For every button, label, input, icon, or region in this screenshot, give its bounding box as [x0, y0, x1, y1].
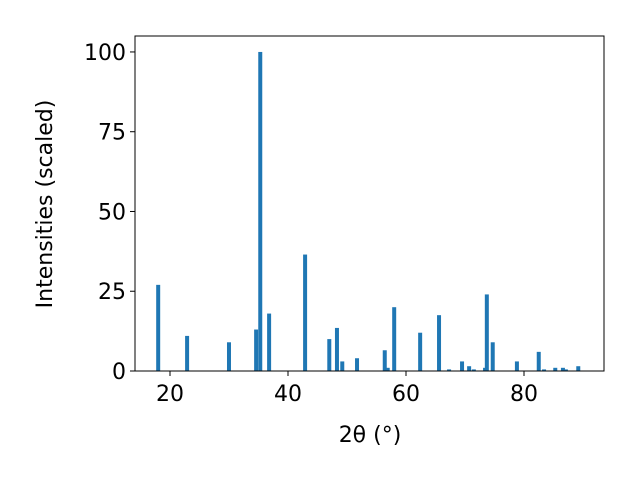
bar — [327, 339, 332, 371]
bar — [382, 350, 387, 371]
bar — [185, 335, 190, 371]
bar — [471, 369, 476, 371]
bar — [385, 367, 390, 371]
bar — [447, 369, 452, 371]
bar — [563, 369, 568, 371]
plot-frame — [134, 35, 605, 372]
x-tick-label: 20 — [156, 382, 184, 407]
bar — [156, 284, 161, 371]
bar — [576, 366, 581, 371]
bar — [542, 369, 547, 371]
y-tick-label: 100 — [84, 41, 126, 66]
x-tick-label: 60 — [392, 382, 420, 407]
bar — [355, 358, 360, 371]
bar — [254, 329, 259, 371]
bar — [536, 351, 541, 371]
bar — [340, 361, 345, 371]
bar — [258, 51, 263, 371]
bar — [484, 294, 489, 371]
bar — [560, 367, 565, 371]
bar — [418, 332, 423, 371]
x-tick-label: 40 — [274, 382, 302, 407]
x-tick-label: 80 — [510, 382, 538, 407]
bar — [467, 366, 472, 371]
bar — [303, 254, 308, 371]
bar — [437, 315, 442, 371]
y-tick-label: 25 — [98, 280, 126, 305]
bar — [553, 367, 558, 371]
bar — [392, 307, 397, 371]
bar — [226, 342, 231, 371]
x-axis-label: 2θ (°) — [339, 423, 402, 448]
bar — [514, 361, 519, 371]
bar — [490, 342, 495, 371]
y-tick-label: 75 — [98, 121, 126, 146]
bar — [460, 361, 465, 371]
y-tick-label: 0 — [112, 360, 126, 385]
y-tick-label: 50 — [98, 200, 126, 225]
bar — [267, 313, 272, 371]
y-axis-label: Intensities (scaled) — [33, 100, 58, 309]
bar — [334, 327, 339, 371]
